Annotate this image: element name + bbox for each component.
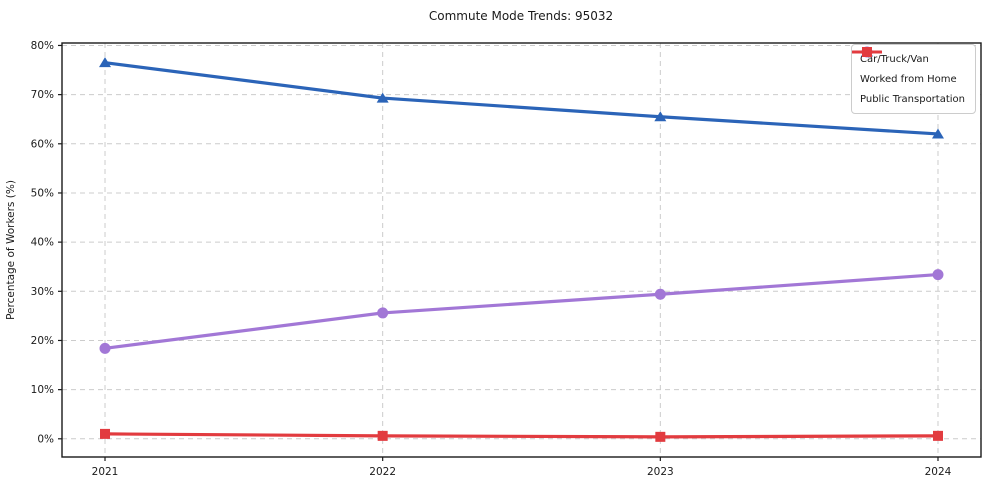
gridlines — [62, 43, 981, 457]
y-tick-label: 80% — [31, 40, 54, 52]
marker-worked-from-home — [99, 342, 111, 354]
y-axis-label: Percentage of Workers (%) — [5, 180, 17, 320]
marker-worked-from-home — [377, 307, 389, 319]
marker-worked-from-home — [654, 288, 666, 300]
plot-frame — [61, 42, 982, 458]
legend-marker-icon — [862, 47, 873, 57]
series-line-public-transportation — [103, 432, 940, 439]
tick-marks — [58, 44, 939, 461]
y-tick-label: 20% — [31, 335, 54, 347]
series-line-car-truck-van — [103, 61, 940, 136]
chart-title: Commute Mode Trends: 95032 — [429, 9, 613, 23]
legend-item-worked-from-home: Worked from Home — [852, 46, 965, 87]
x-tick-label: 2023 — [647, 466, 674, 478]
marker-public-transportation — [932, 430, 943, 441]
marker-car-truck-van — [654, 111, 667, 122]
square-marker-swatch-icon — [852, 47, 883, 57]
y-tick-label: 30% — [31, 286, 54, 298]
x-tick-label: 2021 — [92, 466, 119, 478]
marker-public-transportation — [100, 428, 111, 439]
y-tick-label: 50% — [31, 187, 54, 199]
series-layer — [99, 57, 944, 442]
y-tick-label: 40% — [31, 237, 54, 249]
y-axis-tick-labels: 0% 10% 20% 30% 40% 50% 60% 70% 80% — [31, 40, 54, 445]
marker-car-truck-van — [376, 92, 389, 103]
y-tick-label: 70% — [31, 89, 54, 101]
legend-label: Worked from Home — [860, 73, 957, 85]
marker-car-truck-van — [931, 128, 944, 139]
y-tick-label: 0% — [37, 433, 54, 445]
marker-worked-from-home — [932, 269, 944, 281]
x-axis-tick-labels: 2021 2022 2023 2024 — [92, 466, 952, 478]
series-line-worked-from-home — [103, 272, 940, 350]
x-tick-label: 2024 — [925, 466, 952, 478]
y-tick-label: 60% — [31, 138, 54, 150]
legend-label: Car/Truck/Van — [860, 53, 929, 65]
legend-label: Public Transportation — [860, 93, 965, 105]
marker-car-truck-van — [99, 57, 112, 68]
x-tick-label: 2022 — [369, 466, 396, 478]
marker-public-transportation — [377, 430, 388, 441]
legend: Car/Truck/Van Worked from Home Public Tran… — [851, 44, 976, 114]
legend-item-public-transportation: Public Transportation — [852, 47, 965, 107]
marker-public-transportation — [655, 431, 666, 442]
y-tick-label: 10% — [31, 384, 54, 396]
